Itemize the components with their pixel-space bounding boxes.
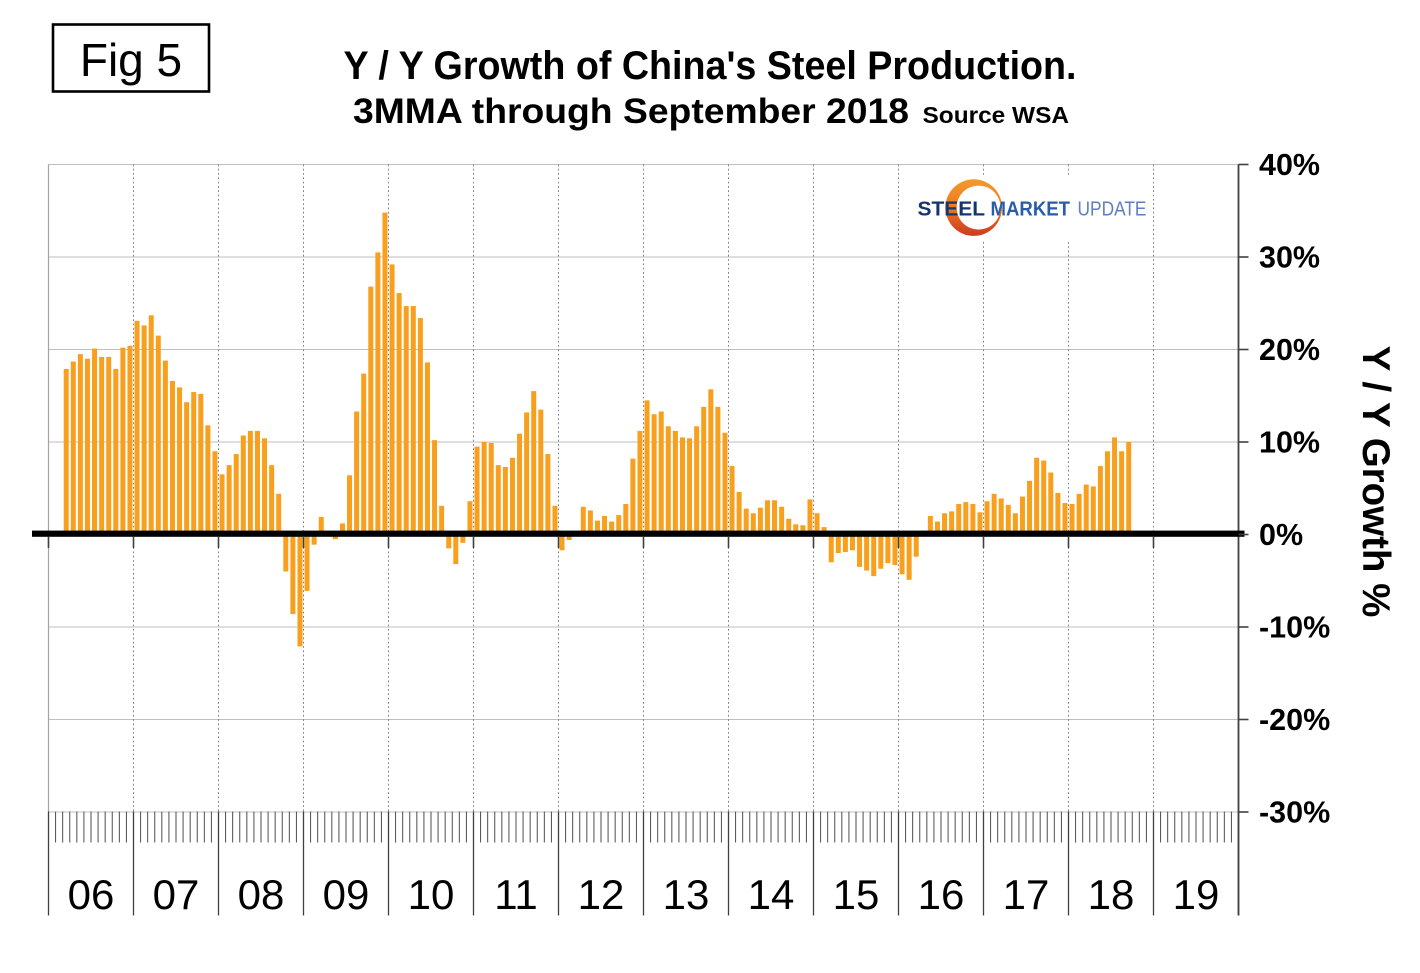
svg-text:UPDATE: UPDATE xyxy=(1078,198,1147,221)
svg-text:Y / Y Growth %: Y / Y Growth % xyxy=(1354,346,1397,618)
svg-text:20%: 20% xyxy=(1259,333,1320,367)
svg-text:14: 14 xyxy=(748,871,795,918)
svg-text:12: 12 xyxy=(578,871,625,918)
svg-text:11: 11 xyxy=(494,871,538,918)
svg-text:-10%: -10% xyxy=(1259,611,1330,645)
svg-text:19: 19 xyxy=(1173,871,1220,918)
svg-text:-20%: -20% xyxy=(1259,703,1330,737)
svg-text:-30%: -30% xyxy=(1259,796,1330,830)
svg-text:18: 18 xyxy=(1088,871,1135,918)
svg-text:15: 15 xyxy=(833,871,880,918)
svg-text:10%: 10% xyxy=(1259,426,1320,460)
svg-text:06: 06 xyxy=(68,871,115,918)
svg-text:40%: 40% xyxy=(1259,148,1320,182)
svg-text:07: 07 xyxy=(153,871,200,918)
svg-text:30%: 30% xyxy=(1259,241,1320,275)
svg-text:0%: 0% xyxy=(1259,518,1303,552)
svg-text:16: 16 xyxy=(918,871,965,918)
svg-text:Source WSA: Source WSA xyxy=(923,102,1070,128)
svg-text:Fig 5: Fig 5 xyxy=(80,34,182,86)
svg-text:STEEL: STEEL xyxy=(918,199,986,221)
svg-text:09: 09 xyxy=(323,871,370,918)
svg-text:MARKET: MARKET xyxy=(991,199,1071,221)
svg-text:Y / Y Growth of China's Steel: Y / Y Growth of China's Steel Production… xyxy=(344,44,1077,88)
svg-text:08: 08 xyxy=(238,871,285,918)
svg-text:3MMA through September 2018: 3MMA through September 2018 xyxy=(353,92,909,131)
svg-text:17: 17 xyxy=(1003,871,1050,918)
svg-text:13: 13 xyxy=(663,871,710,918)
svg-text:10: 10 xyxy=(408,871,455,918)
